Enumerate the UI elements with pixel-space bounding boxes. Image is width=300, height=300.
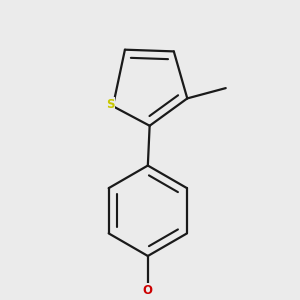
Text: O: O — [143, 284, 153, 297]
Text: S: S — [106, 98, 114, 111]
